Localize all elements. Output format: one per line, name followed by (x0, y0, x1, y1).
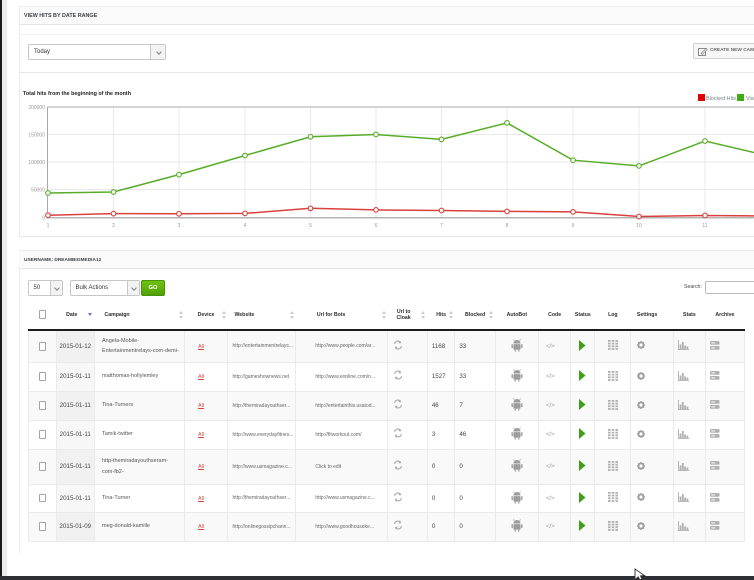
svg-text:100000: 100000 (28, 160, 45, 166)
svg-text:50000: 50000 (31, 188, 45, 194)
svg-text:4: 4 (244, 223, 247, 229)
svg-text:7: 7 (440, 223, 443, 229)
svg-text:10: 10 (636, 223, 642, 229)
svg-text:150000: 150000 (28, 133, 45, 139)
svg-text:9: 9 (572, 223, 575, 229)
svg-text:11: 11 (702, 223, 707, 229)
svg-text:6: 6 (375, 223, 378, 229)
svg-text:200000: 200000 (28, 105, 45, 111)
svg-text:0: 0 (42, 216, 45, 222)
svg-text:5: 5 (309, 223, 312, 229)
svg-text:1: 1 (47, 223, 50, 229)
svg-text:3: 3 (178, 223, 181, 229)
svg-text:8: 8 (506, 223, 509, 229)
svg-text:2: 2 (112, 223, 115, 229)
